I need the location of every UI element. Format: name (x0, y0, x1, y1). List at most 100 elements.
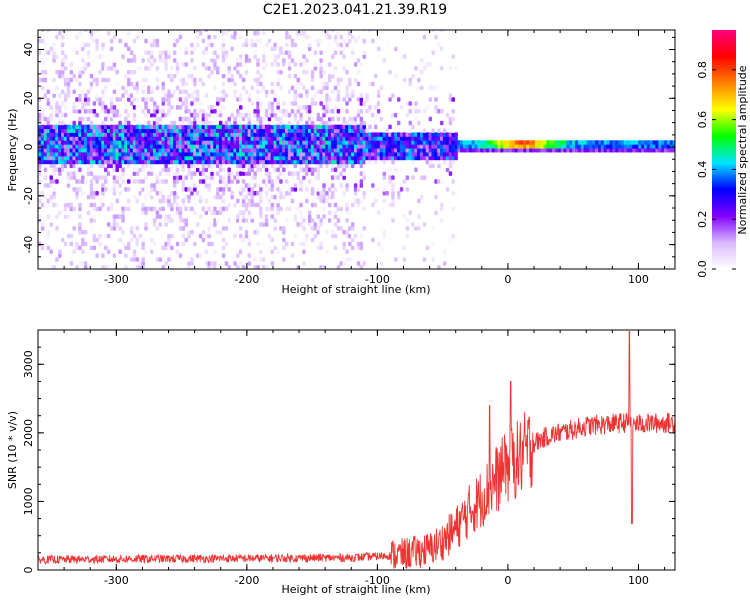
heatmap-cell (282, 237, 286, 243)
heatmap-cell (270, 128, 275, 133)
heatmap-cell (204, 151, 209, 157)
heatmap-cell (106, 112, 111, 118)
heatmap-cell (623, 144, 628, 149)
heatmap-cell (305, 128, 309, 133)
heatmap-cell (144, 226, 148, 231)
heatmap-cell (351, 151, 355, 157)
heatmap-cell (129, 257, 134, 262)
heatmap-cell (285, 241, 289, 247)
heatmap-cell (132, 58, 137, 63)
heatmap-cell (173, 151, 177, 157)
heatmap-cell (135, 198, 140, 204)
heatmap-cell (83, 73, 88, 79)
heatmap-cell (104, 148, 108, 153)
heatmap-cell (316, 175, 321, 180)
heatmap-cell (411, 222, 415, 227)
heatmap-cell (276, 46, 280, 52)
heatmap-cell (262, 179, 266, 184)
heatmap-cell (86, 31, 91, 36)
heatmap-cell (187, 179, 191, 184)
heatmap-cell (353, 62, 358, 67)
heatmap-cell (305, 163, 309, 169)
snr-y-tick-label: 3000 (22, 350, 35, 378)
heatmap-cell (267, 128, 272, 133)
heatmap-cell (282, 148, 286, 153)
heatmap-cell (178, 253, 183, 258)
heatmap-cell (224, 136, 229, 141)
heatmap-cell (81, 241, 85, 247)
heatmap-cell (236, 30, 240, 32)
heatmap-cell (307, 46, 312, 52)
heatmap-cell (282, 257, 286, 262)
heatmap-cell (310, 226, 315, 231)
heatmap-cell (247, 132, 252, 137)
heatmap-cell (184, 151, 188, 157)
heatmap-cell (112, 151, 117, 157)
heatmap-cell (58, 171, 62, 176)
heatmap-cell (310, 70, 315, 75)
heatmap-cell (345, 218, 349, 223)
heatmap-cell (129, 70, 134, 75)
heatmap-cell (101, 109, 105, 114)
colorbar-tick-label: 0.6 (696, 111, 709, 129)
heatmap-cell (374, 105, 378, 110)
heatmap-cell (371, 144, 375, 149)
heatmap-cell (184, 124, 188, 130)
heatmap-cell (127, 140, 131, 145)
heatmap-cell (218, 132, 223, 137)
heatmap-cell (580, 140, 585, 145)
heatmap-cell (236, 253, 240, 258)
heatmap-cell (359, 93, 364, 98)
heatmap-cell (425, 140, 430, 145)
heatmap-cell (316, 226, 321, 231)
heatmap-cell (170, 167, 174, 172)
heatmap-cell (411, 155, 415, 161)
heatmap-cell (425, 136, 430, 141)
heatmap-cell (374, 140, 378, 145)
heatmap-cell (405, 140, 410, 145)
heatmap-cell (132, 85, 137, 91)
heatmap-cell (402, 136, 407, 141)
heatmap-cell (368, 136, 372, 141)
heatmap-cell (147, 50, 151, 55)
heatmap-cell (270, 62, 275, 67)
heatmap-cell (342, 136, 346, 141)
heatmap-cell (218, 167, 223, 172)
heatmap-cell (267, 179, 272, 184)
heatmap-cell (322, 70, 326, 75)
heatmap-cell (63, 54, 68, 59)
heatmap-cell (221, 175, 226, 180)
heatmap-cell (66, 214, 71, 219)
heatmap-cell (216, 171, 220, 176)
heatmap-cell (336, 151, 341, 157)
heatmap-cell (109, 151, 114, 157)
heatmap-cell (141, 128, 145, 133)
heatmap-cell (391, 155, 395, 161)
heatmap-cell (150, 155, 154, 161)
heatmap-cell (92, 218, 97, 223)
heatmap-cell (101, 202, 105, 208)
heatmap-cell (339, 148, 343, 153)
heatmap-cell (152, 144, 157, 149)
heatmap-cell (216, 70, 220, 75)
heatmap-cell (359, 265, 364, 269)
heatmap-cell (216, 151, 220, 157)
heatmap-cell (282, 50, 286, 55)
heatmap-cell (43, 136, 48, 141)
heatmap-cell (253, 112, 257, 118)
heatmap-cell (233, 81, 237, 87)
heatmap-cell (664, 148, 668, 153)
heatmap-cell (339, 226, 343, 231)
heatmap-cell (38, 214, 42, 219)
heatmap-cell (388, 97, 392, 102)
heatmap-cell (210, 42, 214, 48)
heatmap-cell (236, 97, 240, 102)
heatmap-cell (526, 148, 530, 153)
heatmap-cell (376, 210, 381, 215)
heatmap-cell (52, 191, 56, 196)
heatmap-cell (391, 198, 395, 204)
heatmap-cell (293, 214, 298, 219)
heatmap-cell (178, 124, 183, 130)
heatmap-cell (244, 148, 249, 153)
heatmap-cell (198, 31, 203, 36)
